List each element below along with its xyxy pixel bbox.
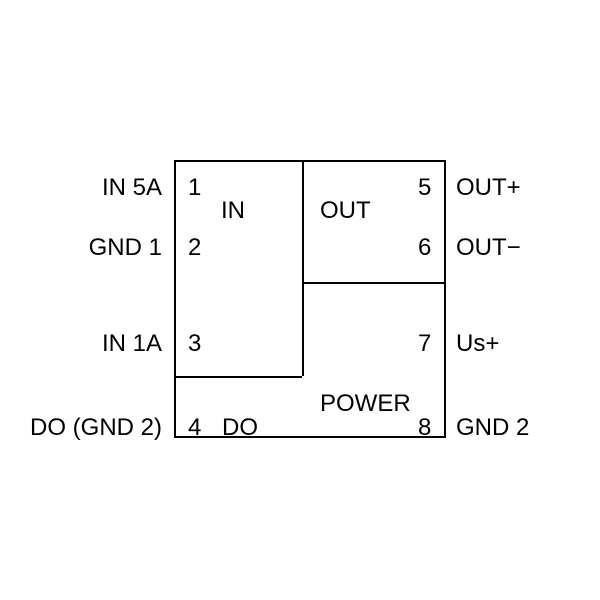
pin-num-6: 6 [418,234,431,262]
block-out-label: OUT [320,197,371,225]
pin-label-1: IN 5A [102,174,162,202]
block-power-label: POWER [320,390,411,418]
block-in-label: IN [221,197,245,225]
pin-label-2: GND 1 [89,234,162,262]
pin-num-3: 3 [188,330,201,358]
divider-out-power [302,282,446,284]
pin-label-5: OUT+ [456,174,521,202]
pin-label-3: IN 1A [102,330,162,358]
block-do-label: DO [222,414,258,442]
pin-num-5: 5 [418,174,431,202]
pinout-diagram: IN OUT POWER DO 1 2 3 4 5 6 7 8 IN 5A GN… [0,0,600,600]
pin-num-7: 7 [418,330,431,358]
pin-label-6: OUT− [456,234,521,262]
pin-label-4: DO (GND 2) [30,414,162,442]
divider-vertical [302,160,304,376]
pin-num-1: 1 [188,174,201,202]
pin-num-8: 8 [418,414,431,442]
pin-num-2: 2 [188,234,201,262]
divider-in-do [174,376,302,378]
pin-num-4: 4 [188,414,201,442]
pin-label-8: GND 2 [456,414,529,442]
pin-label-7: Us+ [456,330,499,358]
